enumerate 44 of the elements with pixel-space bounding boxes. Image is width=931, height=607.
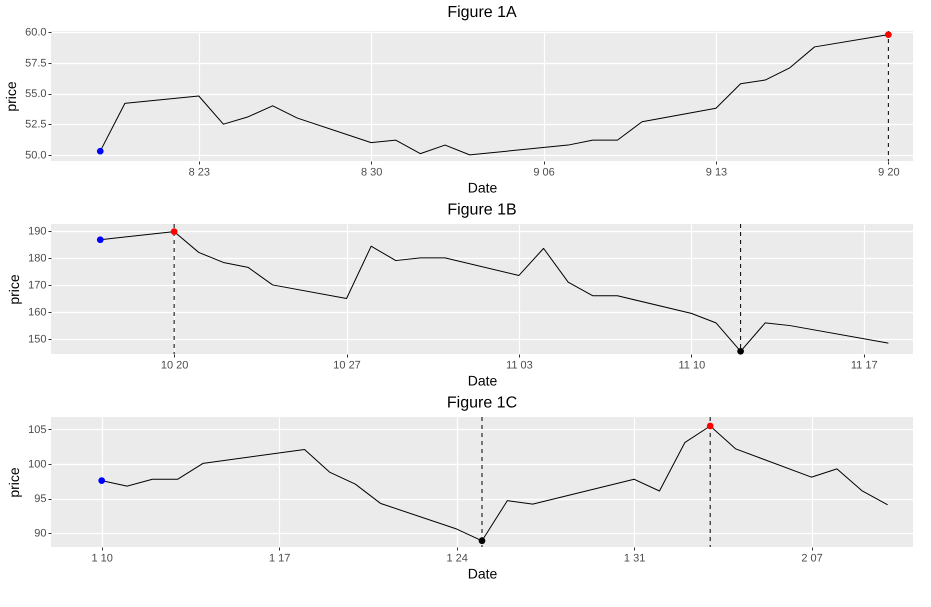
y-tick-label: 60.0 xyxy=(25,26,46,39)
x-tick-label: 10 20 xyxy=(160,360,188,372)
y-tick-label: 50.0 xyxy=(25,149,46,162)
point xyxy=(706,422,714,430)
x-tick-label: 9 13 xyxy=(706,166,728,178)
x-tick-label: 2 07 xyxy=(801,552,823,564)
y-axis-title: price xyxy=(3,81,20,112)
point xyxy=(96,236,104,244)
y-tick-label: 190 xyxy=(28,225,46,238)
x-tick-label: 1 31 xyxy=(624,552,646,564)
x-tick-label: 9 20 xyxy=(878,166,900,178)
y-tick-label: 55.0 xyxy=(25,88,46,100)
x-tick-label: 1 10 xyxy=(91,552,113,564)
y-tick-label: 170 xyxy=(28,279,46,292)
x-tick-label: 10 27 xyxy=(333,360,361,372)
x-tick-label: 8 30 xyxy=(360,166,382,178)
x-tick-label: 11 10 xyxy=(678,360,706,372)
x-axis-title: Date xyxy=(468,180,498,196)
chart-title: Figure 1C xyxy=(446,394,518,412)
y-tick-label: 150 xyxy=(28,334,46,346)
y-tick-label: 105 xyxy=(28,424,46,436)
y-axis-title: price xyxy=(6,274,22,305)
x-tick-label: 11 17 xyxy=(850,360,878,372)
x-tick-label: 9 06 xyxy=(533,166,555,178)
y-tick-label: 52.5 xyxy=(25,118,46,131)
point xyxy=(170,228,178,235)
point xyxy=(478,537,486,544)
point xyxy=(98,477,106,484)
y-axis-title: price xyxy=(6,467,22,498)
x-tick-label: 11 03 xyxy=(506,360,533,372)
y-tick-label: 57.5 xyxy=(25,57,46,70)
x-tick-label: 1 24 xyxy=(446,552,468,564)
x-axis-title: Date xyxy=(468,372,498,388)
x-tick-label: 1 17 xyxy=(268,552,290,564)
y-tick-label: 100 xyxy=(28,458,46,471)
chart-title: Figure 1B xyxy=(447,202,517,218)
x-axis-title: Date xyxy=(468,566,498,582)
y-tick-label: 160 xyxy=(28,306,46,319)
y-tick-label: 90 xyxy=(34,528,46,540)
y-tick-label: 95 xyxy=(34,493,46,506)
x-tick-label: 8 23 xyxy=(188,166,210,178)
point xyxy=(737,348,744,355)
y-tick-label: 180 xyxy=(28,252,46,264)
chart-title: Figure 1A xyxy=(447,4,518,22)
